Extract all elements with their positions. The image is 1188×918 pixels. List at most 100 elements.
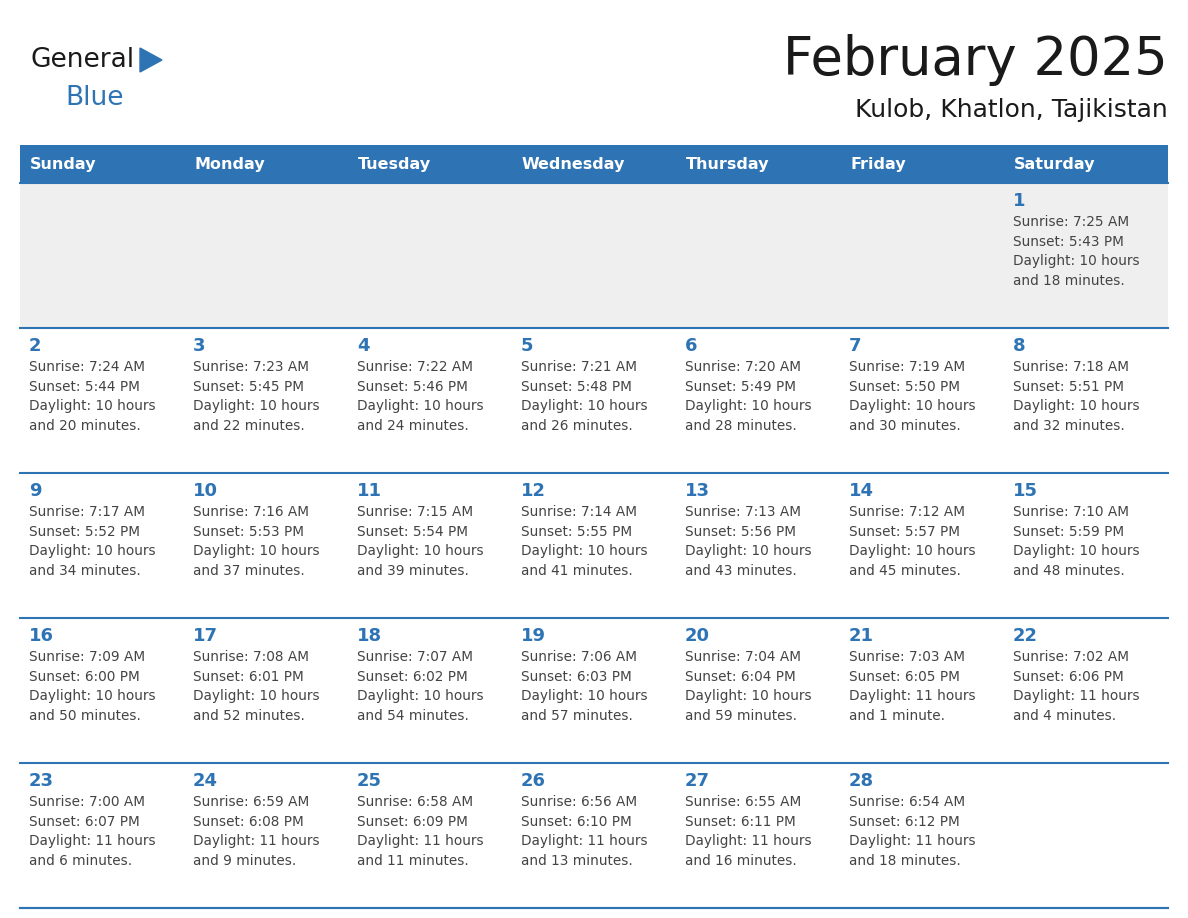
Text: and 18 minutes.: and 18 minutes.: [849, 854, 961, 868]
Text: Sunrise: 7:25 AM: Sunrise: 7:25 AM: [1013, 215, 1129, 229]
Text: Saturday: Saturday: [1015, 156, 1095, 172]
Text: and 24 minutes.: and 24 minutes.: [358, 419, 469, 432]
Text: 24: 24: [192, 772, 219, 790]
Text: and 52 minutes.: and 52 minutes.: [192, 709, 305, 722]
Text: Friday: Friday: [849, 156, 905, 172]
Text: Daylight: 10 hours: Daylight: 10 hours: [358, 399, 484, 413]
Text: Sunrise: 6:58 AM: Sunrise: 6:58 AM: [358, 795, 473, 809]
Bar: [20, 328, 1168, 473]
Text: Daylight: 11 hours: Daylight: 11 hours: [522, 834, 647, 848]
Text: Sunset: 6:12 PM: Sunset: 6:12 PM: [849, 814, 960, 829]
Text: and 16 minutes.: and 16 minutes.: [685, 854, 797, 868]
Text: Daylight: 10 hours: Daylight: 10 hours: [522, 399, 647, 413]
Text: Sunrise: 7:21 AM: Sunrise: 7:21 AM: [522, 360, 637, 374]
Text: and 6 minutes.: and 6 minutes.: [29, 854, 132, 868]
Text: Sunrise: 7:06 AM: Sunrise: 7:06 AM: [522, 650, 637, 664]
Text: 5: 5: [522, 337, 533, 355]
Text: Daylight: 10 hours: Daylight: 10 hours: [1013, 399, 1139, 413]
Text: and 45 minutes.: and 45 minutes.: [849, 564, 961, 577]
Polygon shape: [140, 48, 162, 72]
Text: 17: 17: [192, 627, 219, 645]
Text: Monday: Monday: [194, 156, 265, 172]
Text: and 43 minutes.: and 43 minutes.: [685, 564, 797, 577]
Text: Daylight: 10 hours: Daylight: 10 hours: [849, 399, 975, 413]
Text: and 9 minutes.: and 9 minutes.: [192, 854, 296, 868]
Text: Sunrise: 7:22 AM: Sunrise: 7:22 AM: [358, 360, 473, 374]
Text: and 39 minutes.: and 39 minutes.: [358, 564, 469, 577]
Text: Sunset: 5:43 PM: Sunset: 5:43 PM: [1013, 234, 1124, 249]
Text: 1: 1: [1013, 192, 1025, 210]
Text: Sunday: Sunday: [30, 156, 96, 172]
Text: Sunrise: 7:12 AM: Sunrise: 7:12 AM: [849, 505, 965, 519]
Text: and 11 minutes.: and 11 minutes.: [358, 854, 469, 868]
Text: Sunset: 6:08 PM: Sunset: 6:08 PM: [192, 814, 304, 829]
Text: and 22 minutes.: and 22 minutes.: [192, 419, 305, 432]
Text: 14: 14: [849, 482, 874, 500]
Text: 27: 27: [685, 772, 710, 790]
Text: Daylight: 10 hours: Daylight: 10 hours: [522, 689, 647, 703]
Text: Daylight: 10 hours: Daylight: 10 hours: [358, 544, 484, 558]
Text: Wednesday: Wednesday: [522, 156, 625, 172]
Text: Sunrise: 7:07 AM: Sunrise: 7:07 AM: [358, 650, 473, 664]
Text: Daylight: 11 hours: Daylight: 11 hours: [849, 834, 975, 848]
Text: Sunset: 5:56 PM: Sunset: 5:56 PM: [685, 524, 796, 539]
Text: Daylight: 11 hours: Daylight: 11 hours: [192, 834, 320, 848]
Text: Sunset: 5:54 PM: Sunset: 5:54 PM: [358, 524, 468, 539]
Text: Daylight: 11 hours: Daylight: 11 hours: [29, 834, 156, 848]
Text: Blue: Blue: [65, 85, 124, 111]
Text: Sunrise: 7:10 AM: Sunrise: 7:10 AM: [1013, 505, 1129, 519]
Text: Sunset: 6:07 PM: Sunset: 6:07 PM: [29, 814, 140, 829]
Bar: [20, 183, 1168, 328]
Text: Daylight: 10 hours: Daylight: 10 hours: [849, 544, 975, 558]
Text: Sunrise: 7:19 AM: Sunrise: 7:19 AM: [849, 360, 965, 374]
Text: Sunset: 5:52 PM: Sunset: 5:52 PM: [29, 524, 140, 539]
Text: and 4 minutes.: and 4 minutes.: [1013, 709, 1116, 722]
Text: 4: 4: [358, 337, 369, 355]
Text: Daylight: 10 hours: Daylight: 10 hours: [685, 689, 811, 703]
Text: Daylight: 10 hours: Daylight: 10 hours: [1013, 544, 1139, 558]
Text: Sunrise: 7:13 AM: Sunrise: 7:13 AM: [685, 505, 801, 519]
Text: Sunset: 6:06 PM: Sunset: 6:06 PM: [1013, 669, 1124, 684]
Text: 9: 9: [29, 482, 42, 500]
Text: 12: 12: [522, 482, 546, 500]
Text: Sunset: 5:51 PM: Sunset: 5:51 PM: [1013, 379, 1124, 394]
Text: Daylight: 10 hours: Daylight: 10 hours: [29, 544, 156, 558]
Text: Sunset: 6:00 PM: Sunset: 6:00 PM: [29, 669, 140, 684]
Text: and 13 minutes.: and 13 minutes.: [522, 854, 633, 868]
Text: Sunset: 5:55 PM: Sunset: 5:55 PM: [522, 524, 632, 539]
Text: Daylight: 10 hours: Daylight: 10 hours: [522, 544, 647, 558]
Text: Sunrise: 7:20 AM: Sunrise: 7:20 AM: [685, 360, 801, 374]
Text: 15: 15: [1013, 482, 1038, 500]
Text: 26: 26: [522, 772, 546, 790]
Text: Sunrise: 7:02 AM: Sunrise: 7:02 AM: [1013, 650, 1129, 664]
Text: and 37 minutes.: and 37 minutes.: [192, 564, 305, 577]
Text: 13: 13: [685, 482, 710, 500]
Text: Sunrise: 7:23 AM: Sunrise: 7:23 AM: [192, 360, 309, 374]
Text: and 32 minutes.: and 32 minutes.: [1013, 419, 1125, 432]
Text: 21: 21: [849, 627, 874, 645]
Text: Sunset: 5:44 PM: Sunset: 5:44 PM: [29, 379, 140, 394]
Text: Sunset: 6:04 PM: Sunset: 6:04 PM: [685, 669, 796, 684]
Text: and 26 minutes.: and 26 minutes.: [522, 419, 633, 432]
Text: and 59 minutes.: and 59 minutes.: [685, 709, 797, 722]
Text: Daylight: 10 hours: Daylight: 10 hours: [685, 544, 811, 558]
Text: Sunset: 5:59 PM: Sunset: 5:59 PM: [1013, 524, 1124, 539]
Text: Sunrise: 7:24 AM: Sunrise: 7:24 AM: [29, 360, 145, 374]
Text: Sunrise: 7:18 AM: Sunrise: 7:18 AM: [1013, 360, 1129, 374]
Text: 7: 7: [849, 337, 861, 355]
Text: and 50 minutes.: and 50 minutes.: [29, 709, 141, 722]
Text: Daylight: 10 hours: Daylight: 10 hours: [192, 399, 320, 413]
Text: and 41 minutes.: and 41 minutes.: [522, 564, 633, 577]
Text: Sunrise: 7:17 AM: Sunrise: 7:17 AM: [29, 505, 145, 519]
Text: Sunrise: 7:16 AM: Sunrise: 7:16 AM: [192, 505, 309, 519]
Text: Sunset: 6:05 PM: Sunset: 6:05 PM: [849, 669, 960, 684]
Text: 11: 11: [358, 482, 383, 500]
Text: Kulob, Khatlon, Tajikistan: Kulob, Khatlon, Tajikistan: [855, 98, 1168, 122]
Text: Daylight: 10 hours: Daylight: 10 hours: [29, 399, 156, 413]
Text: and 48 minutes.: and 48 minutes.: [1013, 564, 1125, 577]
Text: Sunrise: 6:59 AM: Sunrise: 6:59 AM: [192, 795, 309, 809]
Text: 28: 28: [849, 772, 874, 790]
Text: and 18 minutes.: and 18 minutes.: [1013, 274, 1125, 287]
Text: 10: 10: [192, 482, 219, 500]
Text: Daylight: 10 hours: Daylight: 10 hours: [192, 544, 320, 558]
